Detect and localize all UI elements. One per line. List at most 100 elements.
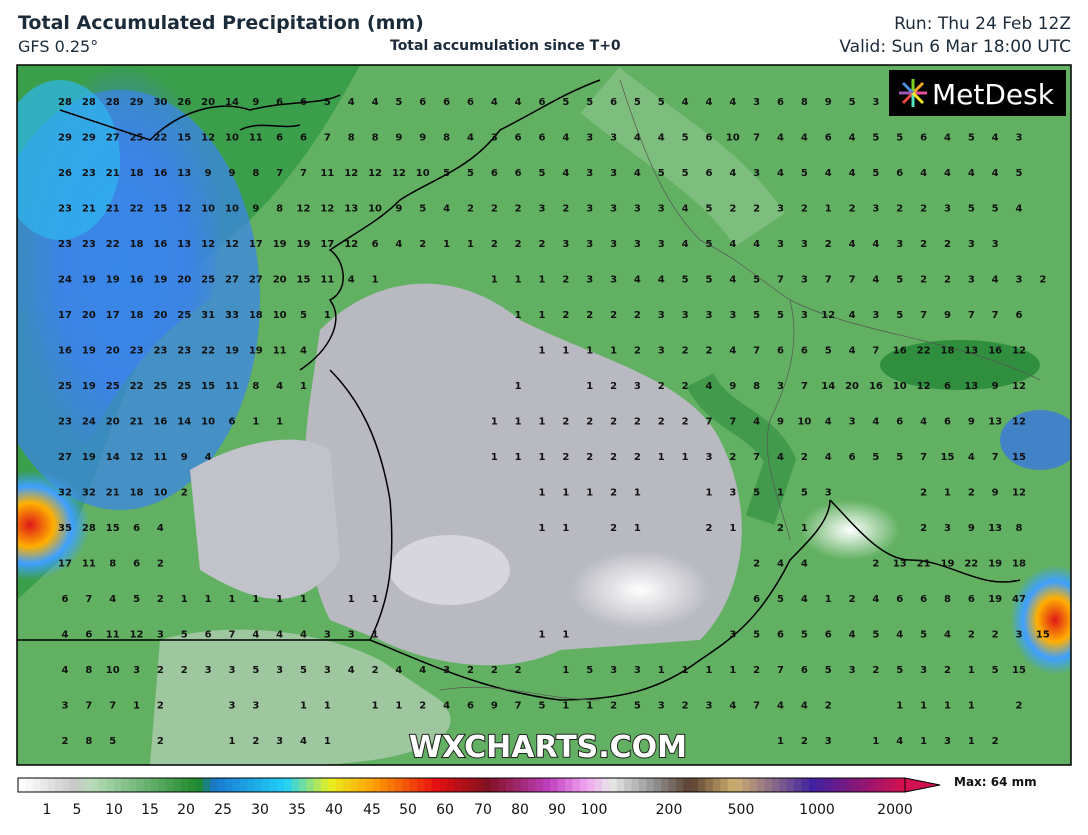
grid-value: 2 [467,204,474,215]
grid-value: 6 [467,701,474,712]
grid-value: 2 [992,736,999,747]
grid-value: 10 [416,168,430,179]
grid-value: 2 [801,736,808,747]
grid-value: 7 [85,701,92,712]
grid-value: 3 [1016,133,1023,144]
grid-value: 5 [896,310,903,321]
grid-value: 12 [392,168,406,179]
grid-value: 18 [130,488,144,499]
grid-value: 13 [964,346,978,357]
grid-value: 4 [62,665,69,676]
grid-value: 3 [872,204,879,215]
grid-value: 3 [992,239,999,250]
grid-value: 12 [368,168,382,179]
grid-value: 16 [153,239,167,250]
grid-value: 4 [992,168,999,179]
colorbar-label: 5 [73,802,82,818]
grid-value: 7 [515,701,522,712]
grid-value: 1 [395,701,402,712]
grid-value: 4 [443,701,450,712]
colorbar-segment [764,778,773,792]
grid-value: 4 [467,133,474,144]
grid-value: 1 [562,665,569,676]
grid-value: 1 [586,381,593,392]
grid-value: 29 [130,97,144,108]
grid-value: 7 [85,594,92,605]
grid-value: 5 [586,97,593,108]
grid-value: 1 [515,275,522,286]
grid-value: 3 [896,239,903,250]
colorbar-segment [720,778,729,792]
grid-value: 23 [82,239,96,250]
grid-value: 2 [634,452,641,463]
grid-value: 3 [348,630,355,641]
grid-value: 6 [276,97,283,108]
model: GFS 0.25° [18,37,99,56]
grid-value: 2 [944,665,951,676]
grid-value: 7 [992,452,999,463]
grid-value: 20 [153,310,167,321]
colorbar-segment [158,778,167,792]
grid-value: 4 [1016,204,1023,215]
grid-value: 16 [869,381,883,392]
grid-value: 4 [682,97,689,108]
grid-value: 4 [777,452,784,463]
grid-value: 14 [225,97,239,108]
grid-value: 3 [968,239,975,250]
grid-value: 4 [849,168,856,179]
colorbar-label: 40 [325,802,343,818]
grid-value: 7 [276,168,283,179]
grid-value: 7 [324,133,331,144]
colorbar-segment [380,778,389,792]
grid-value: 3 [658,204,665,215]
grid-value: 12 [225,239,239,250]
grid-value: 5 [872,133,879,144]
grid-value: 16 [153,168,167,179]
colorbar-segment [84,778,93,792]
grid-value: 4 [872,239,879,250]
grid-value: 23 [82,168,96,179]
grid-value: 4 [825,168,832,179]
grid-value: 16 [58,346,72,357]
grid-value: 1 [205,594,212,605]
colorbar-segment [646,778,655,792]
grid-value: 5 [872,452,879,463]
grid-value: 4 [849,239,856,250]
grid-value: 2 [610,452,617,463]
grid-value: 6 [610,97,617,108]
grid-value: 8 [85,736,92,747]
grid-value: 3 [753,97,760,108]
grid-value: 2 [944,275,951,286]
grid-value: 4 [849,133,856,144]
grid-value: 4 [729,275,736,286]
grid-value: 5 [753,310,760,321]
colorbar-segment [306,778,315,792]
grid-value: 21 [106,204,120,215]
grid-value: 4 [801,701,808,712]
grid-value: 3 [658,346,665,357]
grid-value: 2 [157,736,164,747]
grid-value: 2 [920,523,927,534]
grid-value: 6 [133,523,140,534]
colorbar-segment [476,778,485,792]
grid-value: 1 [372,701,379,712]
grid-value: 8 [1016,523,1023,534]
subtitle: Total accumulation since T+0 [390,38,621,54]
grid-value: 9 [777,417,784,428]
grid-value: 3 [753,168,760,179]
grid-value: 2 [753,204,760,215]
grid-value: 2 [682,381,689,392]
grid-value: 2 [610,488,617,499]
grid-value: 5 [682,275,689,286]
grid-value: 2 [705,346,712,357]
grid-value: 3 [562,239,569,250]
grid-value: 3 [586,239,593,250]
grid-value: 4 [682,204,689,215]
grid-value: 6 [920,133,927,144]
grid-value: 3 [825,488,832,499]
grid-value: 19 [988,594,1002,605]
colorbar-segment [564,778,573,792]
grid-value: 4 [419,665,426,676]
colorbar-segment [513,778,522,792]
grid-value: 3 [801,310,808,321]
